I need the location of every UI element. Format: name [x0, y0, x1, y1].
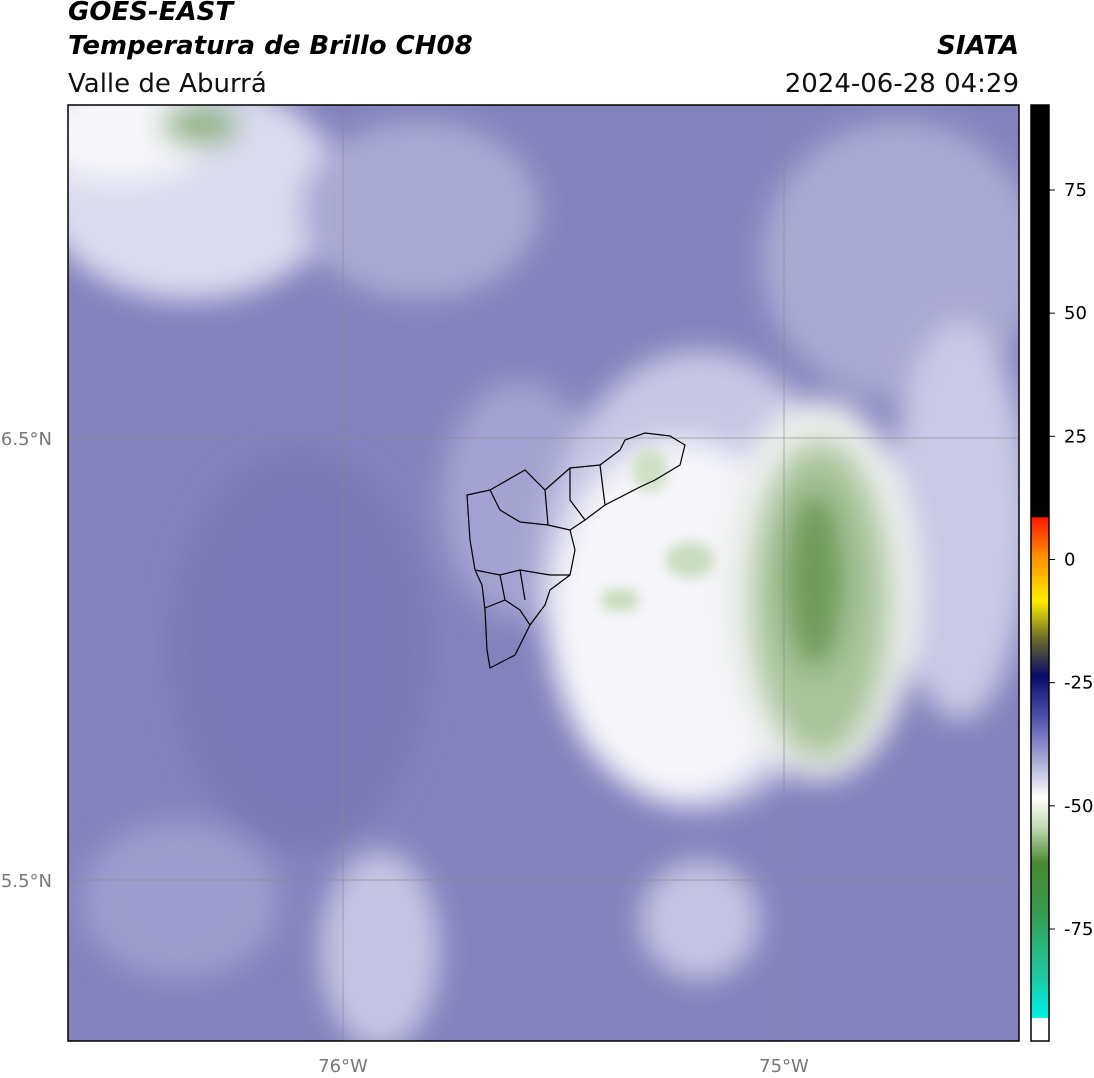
colorbar-tick-label: -75: [1064, 919, 1093, 940]
valley-boundary: [466, 432, 686, 669]
colorbar-tick-label: 75: [1064, 180, 1087, 201]
lon-label: 76°W: [318, 1056, 368, 1077]
subtitle: Temperatura de Brillo CH08: [68, 31, 473, 61]
colorbar-tick-label: 25: [1064, 426, 1087, 447]
title: GOES-EAST: [68, 0, 235, 27]
lon-label: 75°W: [759, 1056, 809, 1077]
colorbar-tick-label: 50: [1064, 303, 1087, 324]
region: Valle de Aburrá: [68, 69, 267, 99]
map-frame: [67, 104, 1020, 1042]
lat-label: 6.5°N: [1, 429, 52, 450]
colorbar-tick-label: -50: [1064, 796, 1093, 817]
lat-label: 5.5°N: [1, 871, 52, 892]
colorbar-tick-label: -25: [1064, 673, 1093, 694]
datetime: 2024-06-28 04:29: [785, 69, 1019, 99]
graticule: [68, 105, 1019, 1041]
source: SIATA: [937, 31, 1019, 61]
colorbar-tick-label: 0: [1064, 550, 1075, 571]
satellite-image: [68, 105, 1019, 1041]
colorbar: [1030, 104, 1050, 1042]
